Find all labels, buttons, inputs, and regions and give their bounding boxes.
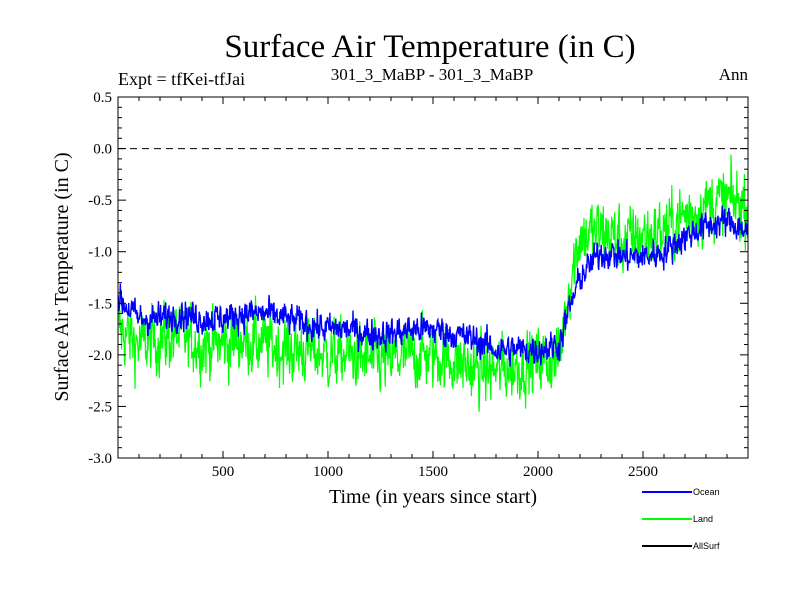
x-tick-label: 2500	[628, 464, 658, 480]
y-tick-label: -1.0	[88, 245, 112, 261]
y-axis-label: Surface Air Temperature (in C)	[51, 152, 73, 401]
series-line-land	[118, 154, 748, 412]
legend: Ocean Land AllSurf	[642, 487, 720, 551]
ticks-layer: 500 1000 1500 2000 2500 0.5 0.0 -0.5 -1.0 -1.5 -2.…	[88, 90, 748, 480]
plot-area	[118, 97, 748, 458]
series-line-ocean	[118, 205, 748, 367]
y-tick-label: -0.5	[88, 193, 112, 209]
x-tick-label: 1500	[418, 464, 448, 480]
y-tick-label: -2.5	[88, 399, 112, 415]
experiment-label: Expt = tfKei-tfJai	[118, 69, 245, 89]
legend-label-allsurf: AllSurf	[693, 541, 720, 551]
y-tick-label: 0.5	[93, 90, 112, 106]
x-tick-label: 2000	[523, 464, 553, 480]
legend-label-ocean: Ocean	[693, 487, 720, 497]
season-label: Ann	[719, 65, 749, 84]
run-label: 301_3_MaBP - 301_3_MaBP	[331, 65, 533, 84]
y-tick-label: -3.0	[88, 451, 112, 467]
y-tick-label: -1.5	[88, 296, 112, 312]
chart-title: Surface Air Temperature (in C)	[224, 29, 635, 65]
y-tick-label: 0.0	[93, 142, 112, 158]
legend-label-land: Land	[693, 514, 713, 524]
y-tick-label: -2.0	[88, 348, 112, 364]
x-tick-label: 1000	[313, 464, 343, 480]
x-tick-label: 500	[212, 464, 235, 480]
x-axis-label: Time (in years since start)	[329, 486, 537, 508]
series-layer	[118, 154, 748, 412]
